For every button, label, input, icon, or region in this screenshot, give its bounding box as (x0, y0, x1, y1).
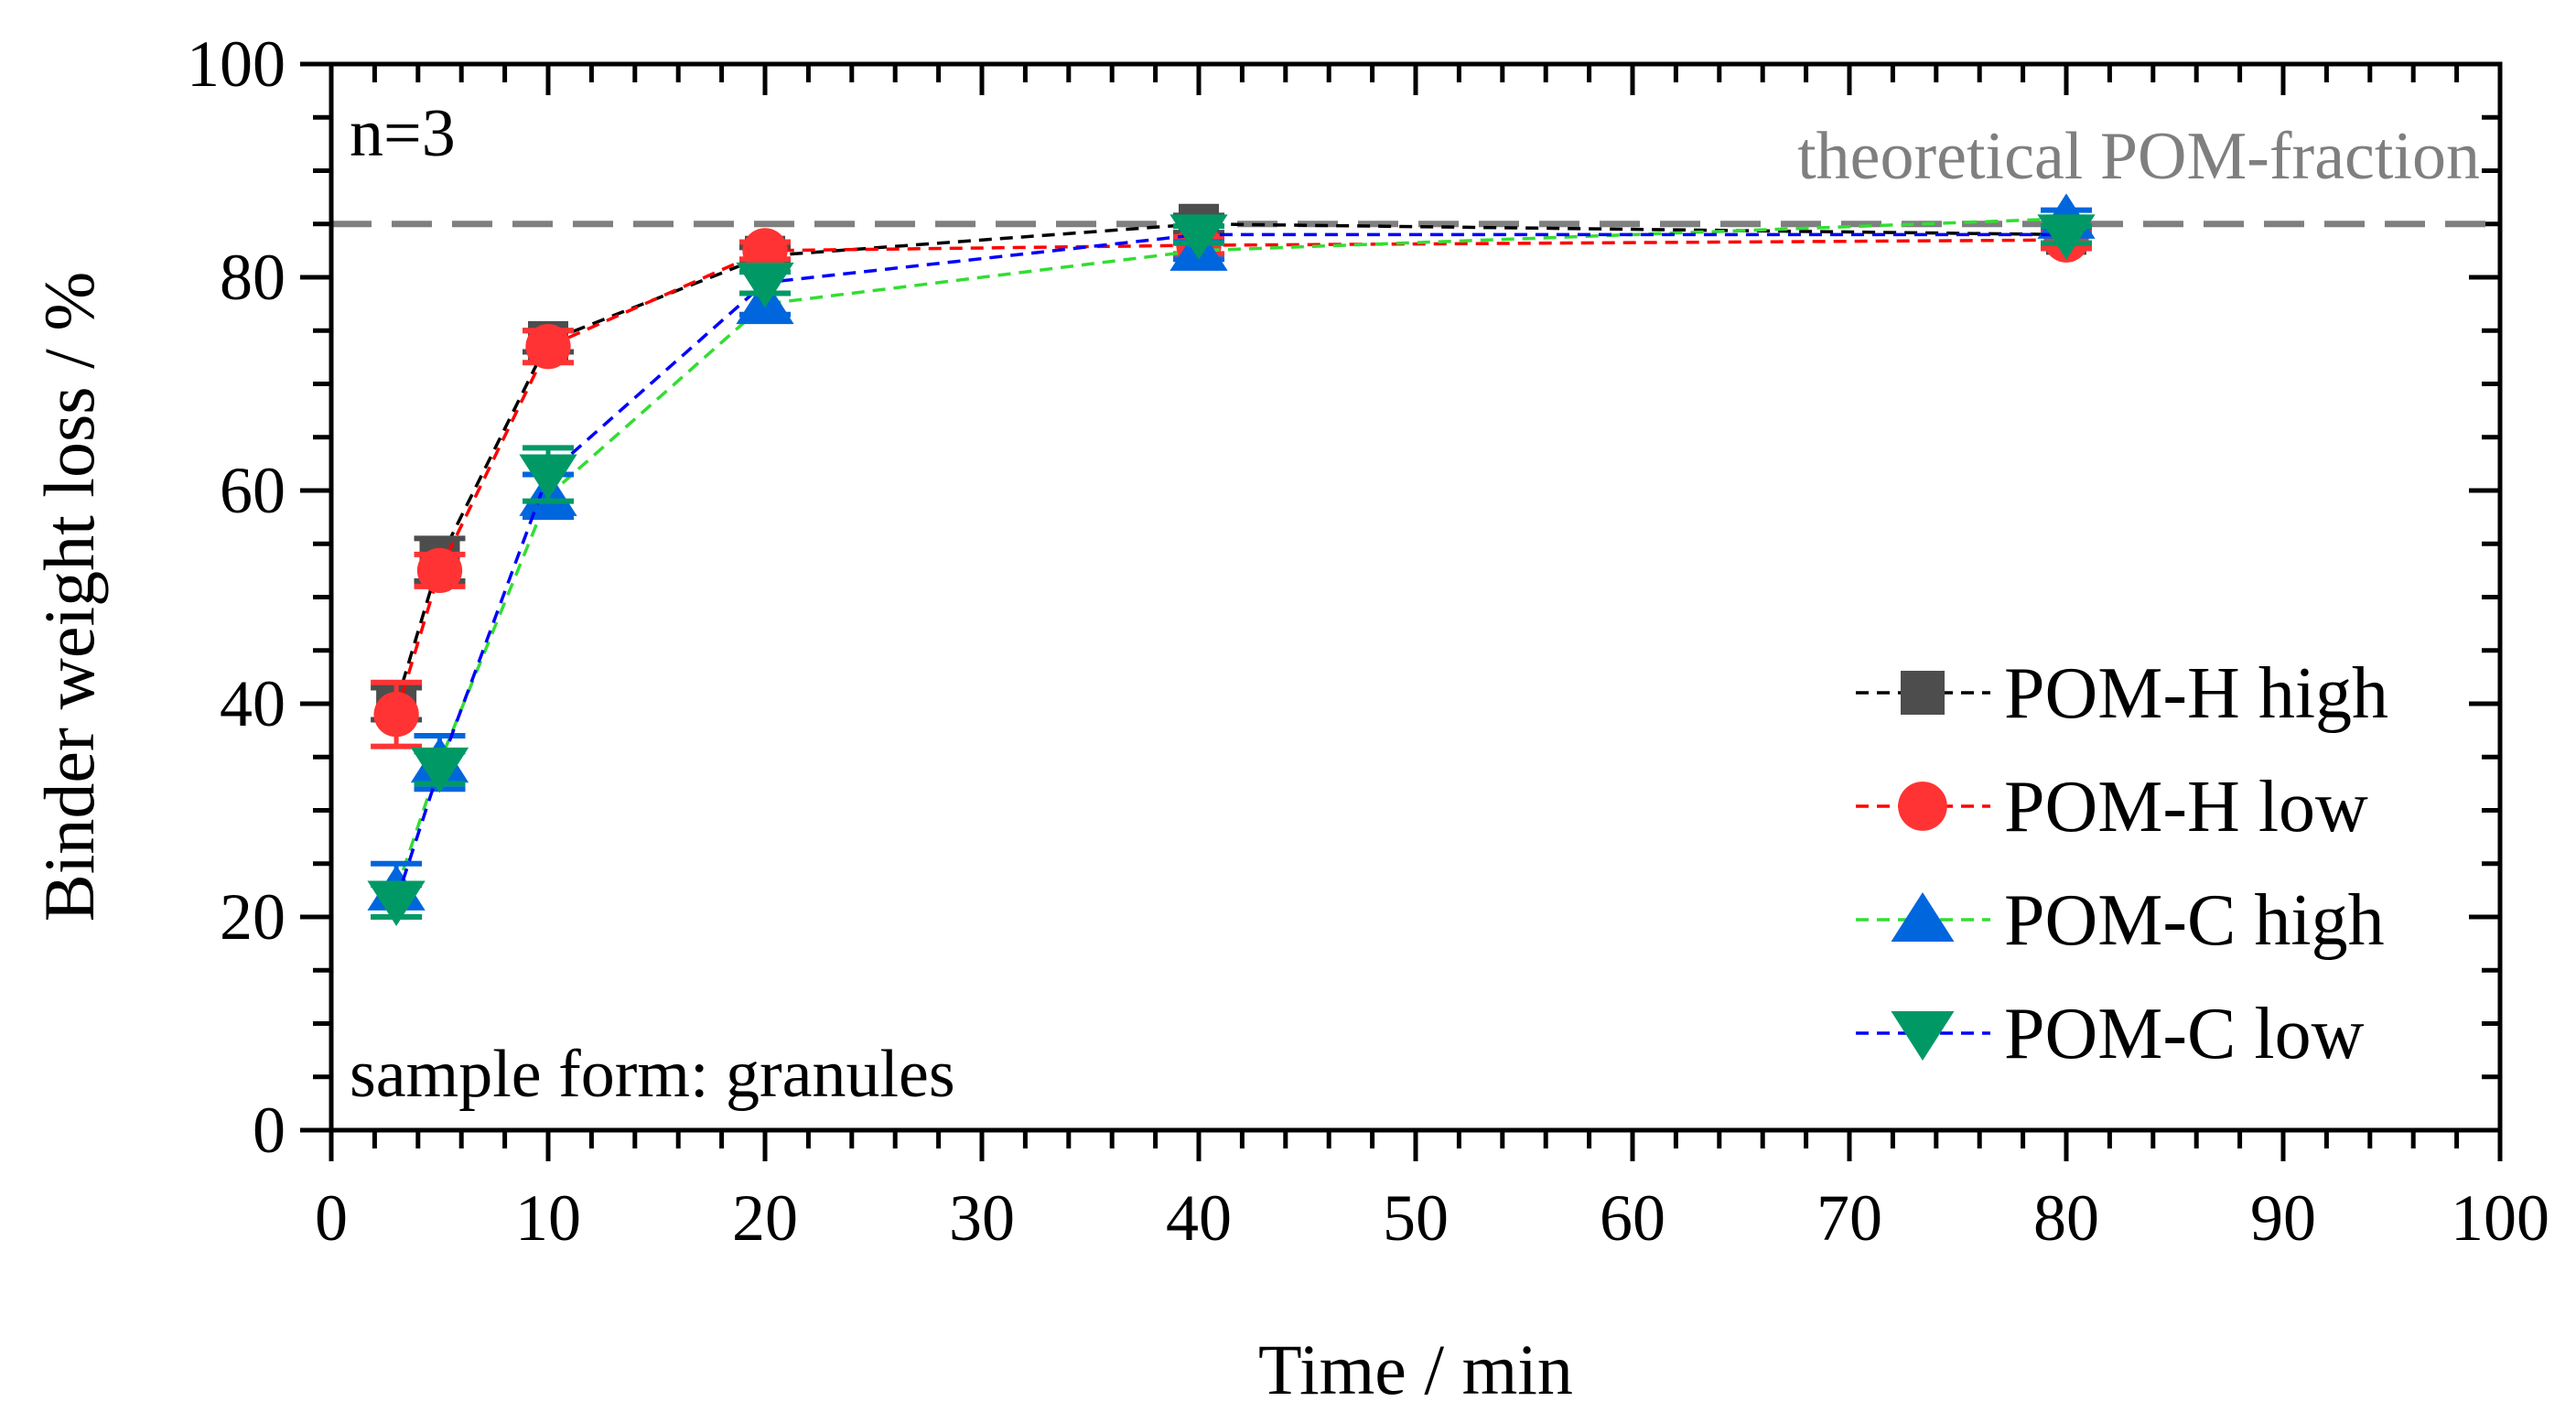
y-axis-title: Binder weight loss / % (29, 272, 109, 922)
legend-marker (1891, 1011, 1955, 1061)
x-tick-label: 40 (1166, 1181, 1232, 1255)
x-tick-label: 0 (315, 1181, 348, 1255)
series-pom-c-low (367, 214, 2096, 927)
y-tick-label: 60 (220, 454, 286, 527)
x-tick-label: 80 (2033, 1181, 2099, 1255)
data-point (742, 228, 788, 274)
legend-label: POM-H low (2004, 767, 2368, 847)
y-tick-label: 80 (220, 241, 286, 314)
legend-label: POM-C high (2004, 880, 2385, 961)
y-tick-label: 0 (253, 1094, 286, 1167)
legend-item: POM-H high (1856, 653, 2388, 734)
plot-frame (329, 61, 2503, 1133)
series-line (394, 217, 2067, 891)
series-line (394, 232, 2066, 902)
x-tick-label: 90 (2250, 1181, 2316, 1255)
series-pom-c-high (367, 193, 2096, 920)
series-pom-h-high (371, 203, 2092, 724)
x-tick-label: 60 (1600, 1181, 1665, 1255)
legend-item: POM-C low (1856, 994, 2365, 1074)
data-point (519, 454, 577, 501)
data-point (1169, 214, 1228, 260)
data-point (373, 692, 419, 738)
x-tick-label: 10 (515, 1181, 581, 1255)
series-pom-h-low (371, 217, 2092, 749)
data-point (410, 747, 469, 793)
legend-marker (1891, 892, 1955, 942)
ticks-layer: 0 10 20 30 40 50 60 70 80 90 100 0 20 40 60 80 100 (187, 27, 2549, 1255)
legend-label: POM-H high (2004, 653, 2388, 734)
series-layer (367, 193, 2096, 927)
legend-item: POM-C high (1856, 880, 2385, 961)
sample-form-annotation: sample form: granules (350, 1037, 955, 1112)
legend-label: POM-C low (2004, 994, 2365, 1074)
x-axis-title: Time / min (1258, 1330, 1573, 1409)
x-tick-label: 100 (2451, 1181, 2549, 1255)
y-tick-label: 20 (220, 880, 286, 954)
x-tick-label: 30 (949, 1181, 1015, 1255)
data-point (525, 324, 571, 370)
x-tick-label: 50 (1383, 1181, 1449, 1255)
series-line (394, 238, 2067, 716)
data-point (416, 547, 463, 594)
x-tick-label: 20 (732, 1181, 798, 1255)
series-line (394, 221, 2067, 705)
legend-marker (1898, 782, 1947, 831)
legend-item: POM-H low (1856, 767, 2368, 847)
y-tick-label: 40 (220, 667, 286, 740)
x-tick-label: 70 (1816, 1181, 1882, 1255)
y-tick-label: 100 (187, 27, 286, 101)
legend: POM-H high POM-H low POM-C high POM-C low (1856, 653, 2388, 1074)
reference-line-label: theoretical POM-fraction (1797, 119, 2480, 194)
data-point (367, 880, 426, 927)
data-point (736, 262, 794, 308)
legend-marker (1901, 671, 1945, 715)
sample-count-annotation: n=3 (350, 96, 456, 171)
data-point (2037, 214, 2096, 260)
